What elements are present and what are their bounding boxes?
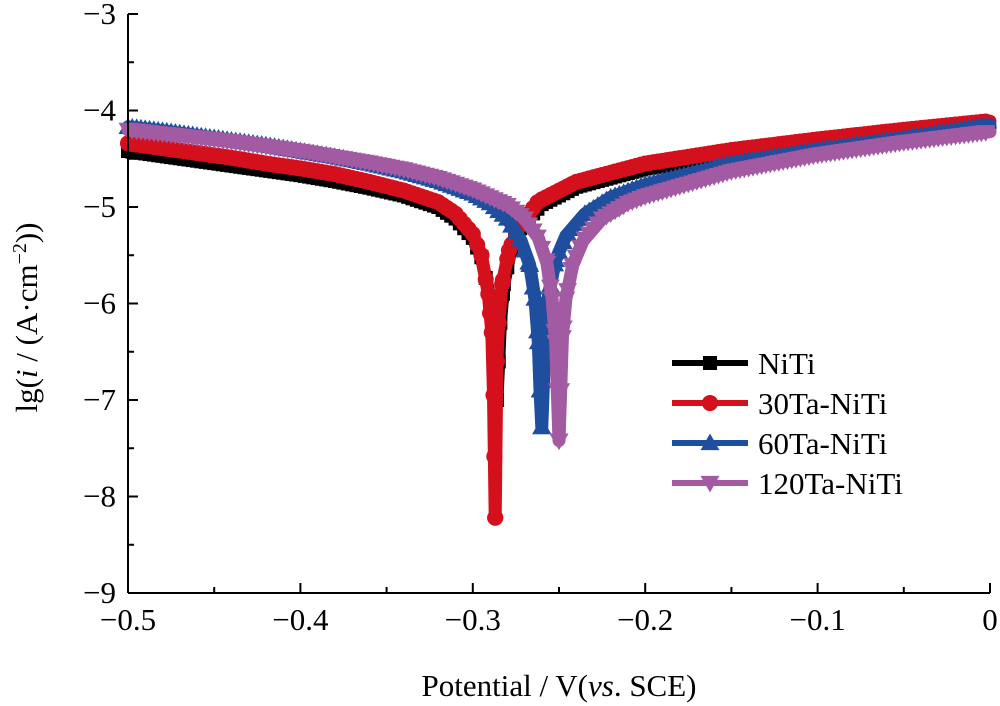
y-tick-label: −9 <box>83 575 116 610</box>
legend-marker-120ta-niti <box>700 475 720 493</box>
data-point <box>473 247 490 264</box>
y-tick-label: −5 <box>83 189 116 224</box>
data-point <box>553 320 573 338</box>
data-point <box>486 448 503 465</box>
data-point <box>525 289 545 306</box>
data-point <box>490 314 507 331</box>
data-point-min <box>532 417 552 435</box>
series-120ta-niti <box>118 122 997 450</box>
x-tick-label: 0 <box>982 602 998 637</box>
series-layer <box>118 113 997 526</box>
data-point <box>552 330 572 347</box>
series-30ta-niti <box>119 113 997 526</box>
data-point <box>477 271 494 288</box>
data-point-min <box>549 433 569 450</box>
data-point <box>540 279 560 297</box>
data-point <box>558 283 578 300</box>
data-point <box>515 240 534 258</box>
legend-label-120ta-niti: 120Ta-NiTi <box>758 466 903 501</box>
y-tick-label: −3 <box>83 0 116 31</box>
data-point <box>523 277 543 295</box>
legend-label-60ta-niti: 60Ta-NiTi <box>758 426 888 461</box>
legend: NiTi 30Ta-NiTi 60Ta-NiTi 120Ta-NiTi <box>672 346 903 501</box>
y-tick-label: −8 <box>83 479 116 514</box>
x-tick-label: −0.1 <box>789 602 845 637</box>
data-point-min <box>487 509 504 526</box>
data-point <box>528 229 547 247</box>
data-point <box>976 125 996 142</box>
y-axis-label: lg(i / (A·cm−2)) <box>9 222 44 412</box>
axis-layer: −0.5 −0.4 −0.3 −0.2 −0.1 0 −9 −8 −7 −6 −5 −4 −3 <box>83 0 998 637</box>
legend-marker-30ta-niti <box>701 394 719 412</box>
y-tick-label: −4 <box>83 93 116 128</box>
data-point <box>528 332 548 350</box>
x-tick-label: −0.5 <box>100 602 156 637</box>
legend-marker-60ta-niti <box>700 433 720 451</box>
data-point <box>485 387 502 404</box>
legend-marker-niti <box>703 356 717 370</box>
data-point <box>520 255 540 272</box>
data-point <box>556 291 576 309</box>
data-point <box>532 240 552 258</box>
data-point <box>494 276 511 293</box>
x-tick-label: −0.3 <box>445 602 501 637</box>
data-point <box>537 255 557 273</box>
data-point <box>551 383 571 400</box>
data-point <box>530 380 550 398</box>
data-point <box>563 257 583 275</box>
data-point <box>480 285 497 302</box>
x-tick-label: −0.4 <box>272 602 329 637</box>
y-tick-label: −7 <box>83 382 116 417</box>
x-tick-label: −0.2 <box>617 602 673 637</box>
legend-label-30ta-niti: 30Ta-NiTi <box>758 386 888 421</box>
data-point <box>488 353 505 370</box>
data-point <box>542 291 562 309</box>
y-tick-label: −6 <box>83 286 116 321</box>
legend-label-niti: NiTi <box>758 346 816 381</box>
x-axis-label: Potential / V(vs. SCE) <box>422 668 697 703</box>
